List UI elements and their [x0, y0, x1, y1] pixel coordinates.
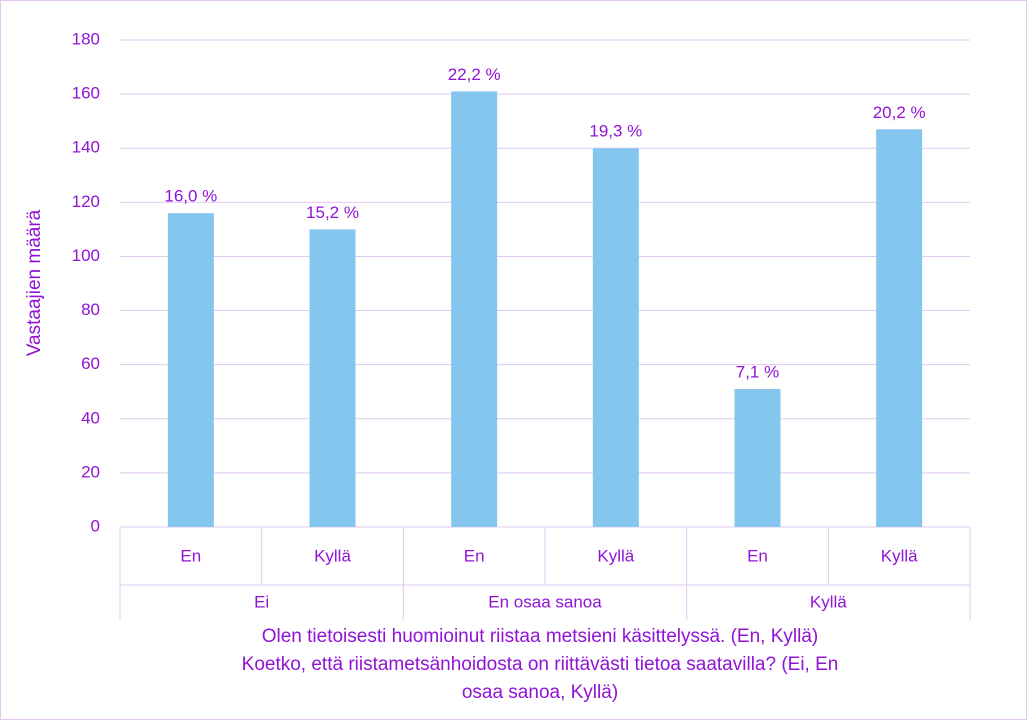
- bar: [592, 148, 639, 527]
- data-label: 22,2 %: [448, 65, 501, 84]
- group-label: Ei: [254, 592, 269, 611]
- x-axis-title: osaa sanoa, Kyllä): [462, 682, 618, 703]
- bar: [876, 129, 923, 528]
- y-tick-label: 0: [91, 516, 100, 535]
- x-tick-label: En: [180, 546, 201, 565]
- y-tick-label: 160: [72, 84, 100, 103]
- y-tick-label: 60: [81, 354, 100, 373]
- y-tick-label: 180: [72, 29, 100, 48]
- group-label: En osaa sanoa: [488, 592, 602, 611]
- bar: [451, 91, 498, 528]
- y-tick-label: 80: [81, 300, 100, 319]
- x-axis-title: Olen tietoisesti huomioinut riistaa mets…: [262, 626, 819, 647]
- data-label: 19,3 %: [589, 122, 642, 141]
- x-tick-label: En: [464, 546, 485, 565]
- x-axis-title: Koetko, että riistametsänhoidosta on rii…: [242, 654, 839, 675]
- bar: [309, 229, 356, 527]
- y-axis-title: Vastaajien määrä: [24, 209, 45, 356]
- data-label: 15,2 %: [306, 203, 359, 222]
- y-tick-label: 100: [72, 246, 100, 265]
- bar: [734, 389, 781, 527]
- x-tick-label: Kyllä: [314, 546, 351, 565]
- bar: [167, 213, 214, 527]
- y-tick-label: 140: [72, 138, 100, 157]
- x-tick-label: Kyllä: [597, 546, 634, 565]
- y-tick-label: 20: [81, 462, 100, 481]
- data-label: 20,2 %: [873, 103, 926, 122]
- x-tick-label: Kyllä: [881, 546, 918, 565]
- y-tick-label: 120: [72, 192, 100, 211]
- data-label: 16,0 %: [164, 187, 217, 206]
- group-label: Kyllä: [810, 592, 847, 611]
- x-tick-label: En: [747, 546, 768, 565]
- data-label: 7,1 %: [736, 363, 779, 382]
- y-tick-label: 40: [81, 408, 100, 427]
